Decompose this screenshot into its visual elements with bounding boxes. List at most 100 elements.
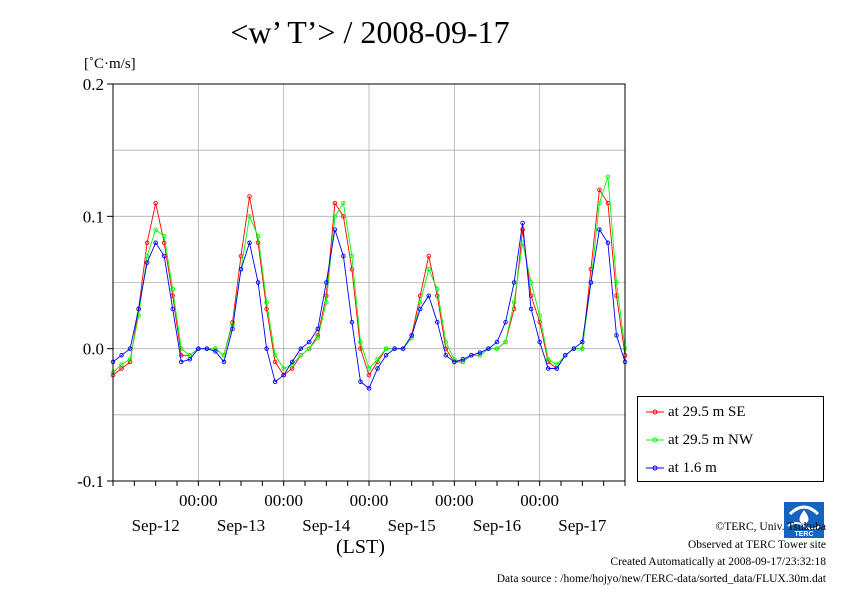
x-tick-labels: 00:00 00:00 00:00 00:00 00:00 Sep-12 Sep-13 Sep… [112,481,626,535]
legend-item-1-6m: at 1.6 m [646,457,717,479]
data-point [255,233,261,239]
data-point [511,280,517,285]
x-time-label: 00:00 [435,491,474,510]
data-point [597,187,602,193]
data-point [170,286,175,292]
data-point [315,335,321,341]
data-point [520,227,525,232]
data-point [213,349,218,354]
data-point [452,357,457,362]
footer-created: Created Automatically at 2008-09-17/23:3… [610,556,826,568]
data-point [264,346,269,351]
data-point [196,346,201,351]
data-point [528,293,534,298]
data-point [255,280,261,285]
data-point [435,319,440,325]
grid [113,84,625,481]
data-point [298,353,303,358]
x-time-label: 00:00 [179,491,218,510]
x-time-label: 00:00 [520,491,559,510]
data-point [349,253,355,259]
data-point [264,300,269,305]
data-point [528,306,534,312]
data-point [332,214,338,219]
data-point [349,267,355,272]
data-point [571,346,577,351]
data-point [161,253,167,259]
data-point [247,214,252,219]
data-point [537,339,542,345]
data-point [545,357,551,362]
legend-label-se: at 29.5 m SE [668,403,746,420]
data-point [332,227,338,232]
data-point [580,339,585,345]
data-point [238,267,244,272]
legend: at 29.5 m SE at 29.5 m NW at 1.6 m [637,396,824,482]
data-point [477,350,483,355]
data-point [375,366,380,371]
data-point [161,240,167,246]
data-point [443,353,449,358]
data-point [332,200,338,206]
data-point [460,359,466,365]
chart-title: <w’ T’> / 2008-09-17 [230,14,510,50]
data-point [503,319,508,325]
data-point [537,313,542,318]
data-point [503,339,508,345]
data-point [213,346,218,351]
data-point [614,280,619,285]
data-point [144,240,150,246]
data-point [597,200,602,206]
series-layer [110,174,628,391]
data-point [358,339,363,345]
data-point [153,227,158,232]
x-day-label: Sep-14 [302,516,351,535]
data-point [597,227,602,232]
footer-site: Observed at TERC Tower site [687,539,826,551]
data-point [537,319,542,325]
data-point [127,359,133,365]
y-tick-label: 0.2 [83,75,104,94]
data-point [179,353,184,358]
data-point [315,326,321,332]
data-point [204,346,210,351]
data-point [417,300,423,305]
data-point [580,346,585,351]
data-point [144,260,150,265]
data-point [563,353,568,358]
data-point [161,233,167,239]
data-point [426,267,431,272]
legend-item-se: at 29.5 m SE [646,401,746,423]
data-point [127,357,133,362]
data-point [264,306,269,312]
y-axis-unit: [˚C·m/s] [84,56,136,72]
terc-logo-icon: TERC [784,502,824,538]
data-point [366,366,372,371]
footer-copyright: ©TERC, Univ. Tsukuba [715,521,826,533]
legend-label-1-6m: at 1.6 m [668,459,717,476]
legend-item-nw: at 29.5 m NW [646,429,753,451]
data-point [443,339,449,345]
data-point [298,346,303,351]
data-point [366,386,372,391]
data-point [153,240,158,246]
y-tick-label: 0.1 [83,207,104,226]
data-point [400,346,406,351]
data-point [119,362,124,367]
x-time-label: 00:00 [350,491,389,510]
data-point [511,300,517,305]
data-point [127,346,133,351]
x-day-label: Sep-15 [388,516,436,535]
y-tick-labels: 0.2 0.1 0.0 -0.1 [77,75,113,491]
data-point [119,353,124,358]
data-point [588,280,594,285]
data-point [349,319,355,325]
x-time-label: 00:00 [264,491,303,510]
data-point [289,359,295,365]
legend-marker-se-icon [646,409,664,415]
data-point [144,253,150,259]
data-point [272,359,278,365]
x-day-label: Sep-13 [217,516,265,535]
x-day-label: Sep-16 [473,516,521,535]
data-point [528,280,534,285]
